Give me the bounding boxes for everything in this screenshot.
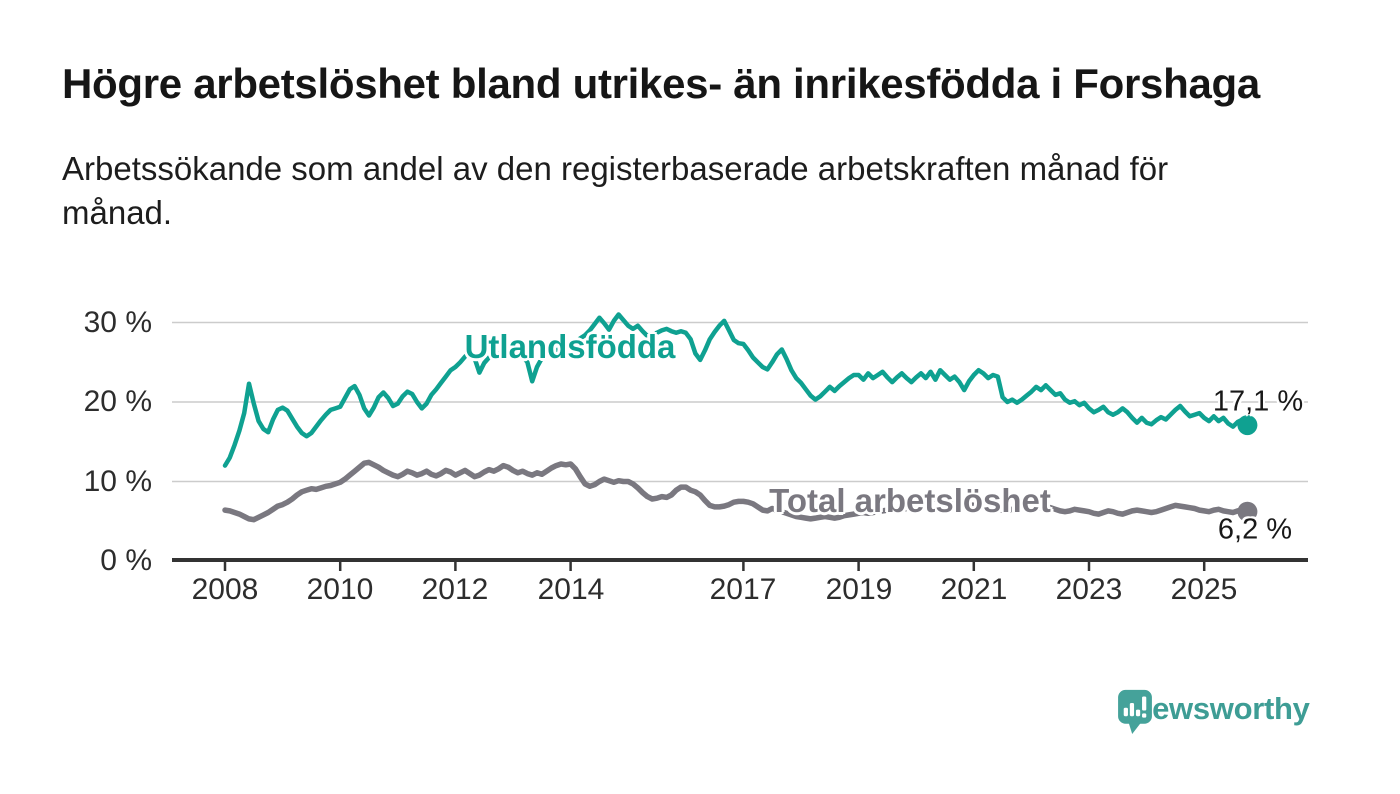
speech-bubble-bar-chart-icon — [1118, 689, 1152, 735]
newsworthy-wordmark: Newsworthy — [1130, 691, 1310, 726]
end-value-label-utlandsfodda: 17,1 % — [1212, 385, 1304, 418]
x-axis-label-2025: 2025 — [1170, 573, 1238, 606]
series-end-dot-utlandsfodda — [1237, 415, 1258, 436]
x-axis-label-2019: 2019 — [825, 573, 893, 606]
x-axis-label-2017: 2017 — [709, 573, 777, 606]
newsworthy-branding[interactable]: Newsworthy — [1116, 688, 1310, 735]
x-axis-label-2012: 2012 — [421, 573, 489, 606]
series-end-dot-total — [1237, 501, 1258, 522]
subtitle-line-2: månad. — [62, 193, 173, 231]
series-line-total — [222, 459, 1251, 523]
series-label-utlandsfodda: Utlandsfödda — [464, 328, 676, 365]
x-axis-label-2014: 2014 — [537, 573, 605, 606]
x-axis-label-2008: 2008 — [191, 573, 259, 606]
series-line-utlandsfodda — [222, 312, 1250, 468]
y-axis-label-30: 30 % — [83, 306, 152, 339]
x-axis-label-2010: 2010 — [306, 573, 374, 606]
y-axis-label-0: 0 % — [100, 544, 152, 577]
end-value-label-total: 6,2 % — [1217, 513, 1293, 546]
chart-subtitle: Arbetssökande som andel av den registerb… — [62, 147, 1282, 234]
subtitle-line-1: Arbetssökande som andel av den registerb… — [62, 150, 1169, 187]
x-axis-label-2023: 2023 — [1055, 573, 1123, 606]
y-axis-label-10: 10 % — [83, 465, 152, 498]
y-axis-label-20: 20 % — [83, 385, 152, 418]
page-title: Högre arbetslöshet bland utrikes- än inr… — [62, 60, 1260, 107]
x-axis-label-2021: 2021 — [940, 573, 1008, 606]
series-label-total-arbetsloshet: Total arbetslöshet — [769, 482, 1051, 519]
